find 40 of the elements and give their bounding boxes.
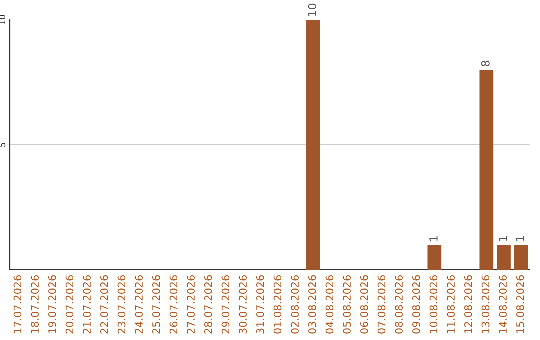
x-tick-label: 25.07.2026 <box>152 276 160 334</box>
x-tick-label: 30.07.2026 <box>239 276 248 334</box>
data-label: 10 <box>308 4 317 16</box>
data-label: 1 <box>430 236 438 241</box>
data-label: 8 <box>481 60 490 66</box>
x-tick-label: 11.08.2026 <box>447 276 456 334</box>
x-tick-label: 10.08.2026 <box>430 276 438 334</box>
x-tick-label: 26.07.2026 <box>170 276 178 334</box>
x-tick-label: 05.08.2026 <box>343 276 352 334</box>
x-tick-label: 04.08.2026 <box>326 276 334 334</box>
x-tick-label: 03.08.2026 <box>308 276 316 334</box>
x-tick-label: 09.08.2026 <box>412 276 420 334</box>
x-tick-label: 13.08.2026 <box>482 276 490 334</box>
x-tick-label: 28.07.2026 <box>204 276 212 334</box>
x-tick-label: 18.07.2026 <box>31 276 40 334</box>
x-tick-label: 15.08.2026 <box>516 276 524 334</box>
x-tick-label: 24.07.2026 <box>135 276 144 334</box>
x-tick-label: 22.07.2026 <box>100 276 108 334</box>
x-tick-label: 02.08.2026 <box>291 276 300 334</box>
x-tick-label: 19.07.2026 <box>48 276 56 334</box>
bar <box>428 245 442 270</box>
x-tick-label: 31.07.2026 <box>256 276 264 334</box>
data-label: 1 <box>498 236 508 241</box>
bar <box>514 245 528 270</box>
x-tick-label: 12.08.2026 <box>464 276 472 334</box>
bar <box>497 245 511 270</box>
x-tick-label: 17.07.2026 <box>14 276 22 334</box>
bar <box>306 20 320 270</box>
x-tick-label: 23.07.2026 <box>118 276 126 334</box>
x-tick-label: 08.08.2026 <box>395 276 404 334</box>
x-tick-label: 14.08.2026 <box>499 276 508 334</box>
x-tick-label: 06.08.2026 <box>360 276 368 334</box>
bar <box>480 70 494 270</box>
x-tick-label: 29.07.2026 <box>222 276 230 334</box>
data-label: 1 <box>516 236 524 241</box>
x-tick-label: 07.08.2026 <box>378 276 386 334</box>
x-tick-label: 01.08.2026 <box>274 276 282 334</box>
x-tick-label: 27.07.2026 <box>187 276 196 334</box>
x-tick-label: 20.07.2026 <box>66 276 74 334</box>
x-tick-label: 21.07.2026 <box>83 276 92 334</box>
